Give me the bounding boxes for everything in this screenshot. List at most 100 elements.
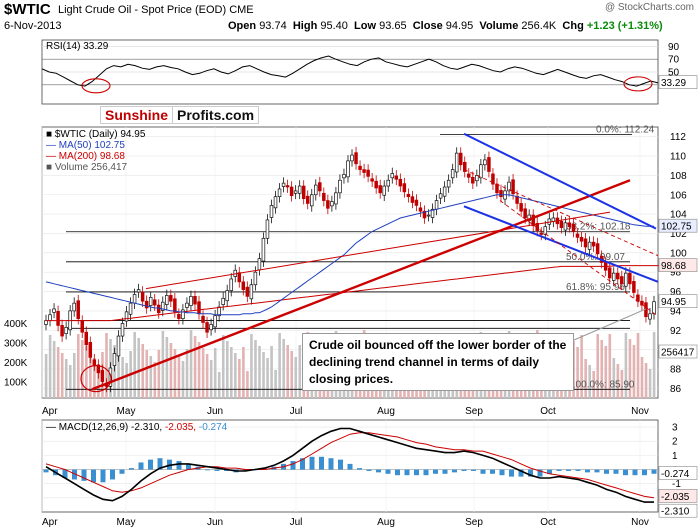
volume-bar [246,371,249,398]
price-candle [378,185,382,194]
price-candle [495,183,499,194]
volume-bar [145,350,149,398]
rsi-line [41,55,659,87]
price-tick-label: 112 [670,132,686,143]
macd-histogram-bar [62,469,68,479]
macd-histogram-bar [623,469,628,476]
macd-hist-badge-bg [658,466,698,480]
price-candle [346,160,350,178]
volume-bar [278,333,281,398]
price-candle [132,294,137,304]
price-candle [370,178,374,182]
price-candle [563,222,568,231]
price-candle [285,185,290,188]
price-candle [434,200,439,210]
macd-legend: — MACD(12,26,9) -2.310, -2.035, -0.274 [46,422,228,433]
macd-tick-label: 1 [672,451,678,462]
volume-bar [157,350,161,398]
rsi-tick-label: 70 [668,55,680,66]
volume-bar [177,355,181,398]
volume-bar [64,359,68,398]
price-candle [454,152,459,173]
volume-bar [217,372,221,398]
volume-last-badge-bg [658,344,698,359]
price-tick-label: 94 [670,306,682,317]
ohlc-summary: Open 93.74 High 95.40 Low 93.65 Close 94… [228,20,663,32]
price-candle [418,207,423,212]
ma200-value-badge-bg [658,258,698,272]
macd-x-label: Apr [42,517,58,528]
price-candle [406,193,411,198]
channel-dashed-line [463,169,659,257]
macd-histogram-bar [528,469,533,477]
macd-histogram-bar [214,469,220,471]
annotation-callout: Crude oil bounced off the lower border o… [302,333,574,391]
price-tick-label: 108 [670,171,687,182]
macd-histogram-bar [442,469,448,474]
volume-bar [608,334,612,398]
volume-bar [89,352,92,398]
macd-histogram-bar [395,469,400,476]
price-candle [92,359,97,366]
price-tick-label: 86 [670,384,682,395]
volume-bar [254,340,257,398]
volume-bar [72,353,76,398]
price-x-label: Sep [465,406,483,417]
price-candle [249,284,254,300]
declining-lower-trendline [463,205,659,283]
price-candle [88,341,93,358]
macd-histogram-bar [186,463,191,470]
price-candle [559,221,564,229]
volume-bar [209,360,213,398]
macd-x-label: Sep [465,517,483,528]
macd-histogram-bar [518,469,524,477]
price-candle [442,186,447,197]
price-candle [386,179,391,187]
macd-histogram-bar [148,459,153,470]
price-candle [479,164,483,179]
fib-level-label: 38.2%: 102.18 [566,222,631,233]
price-candle [342,174,346,179]
price-candle [362,169,366,173]
price-candle [511,179,515,195]
volume-bar [576,347,579,398]
price-candle [305,195,310,204]
price-candle [181,309,185,319]
volume-bar [44,354,48,398]
macd-histogram-bar [632,469,638,476]
macd-histogram-bar [81,469,87,481]
macd-histogram-bar [347,463,353,470]
price-candle [611,272,616,281]
price-candle [213,315,217,328]
macd-histogram-bar [43,469,49,473]
price-candle [426,214,431,217]
volume-bar [286,345,289,398]
price-candle [314,184,318,196]
price-candle [221,297,225,305]
rsi-tick-label: 50 [668,68,680,79]
price-candle [539,232,544,235]
price-candle [334,192,338,205]
macd-histogram-bar [594,469,600,473]
volume-bar [266,358,269,398]
macd-histogram-bar [509,469,514,477]
price-candle [189,296,193,306]
price-candle [620,276,624,285]
price-x-label: Apr [42,406,58,417]
price-candle [583,238,588,248]
volume-legend: ■ Volume 256,417 [46,162,128,173]
price-candle [80,320,84,333]
volume-bar [60,353,64,398]
channel-dashed-line [499,200,657,316]
macd-histogram-bar [461,469,467,471]
price-candle [48,314,52,321]
macd-histogram-bar [129,468,134,470]
volume-last-badge: 256417 [661,348,695,359]
price-candle [467,173,471,178]
volume-bar [173,349,177,398]
macd-line [45,427,654,503]
price-x-label: Nov [631,406,649,417]
macd-histogram-bar [338,459,343,470]
price-tick-label: 102 [670,229,687,240]
